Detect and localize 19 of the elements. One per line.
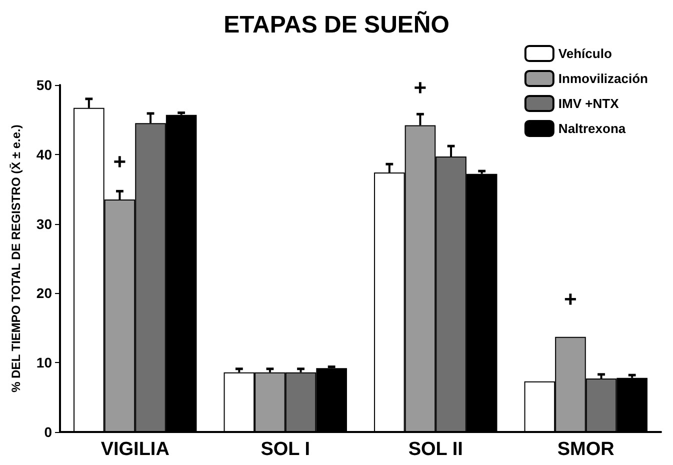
annotation: + xyxy=(113,149,126,174)
y-tick-label: 0 xyxy=(44,424,52,440)
legend-label: Inmovilización xyxy=(558,71,648,86)
legend-label: IMV +NTX xyxy=(558,96,620,111)
x-tick-label: SOL II xyxy=(408,439,463,460)
legend-label: Naltrexona xyxy=(558,121,626,136)
x-tick-label: SMOR xyxy=(557,439,615,460)
y-tick-label: 40 xyxy=(36,146,52,162)
annotation: + xyxy=(414,74,427,100)
legend-label: Vehículo xyxy=(558,46,612,61)
x-tick-label: VIGILIA xyxy=(100,439,170,460)
y-tick-label: 20 xyxy=(36,285,52,302)
y-tick-label: 50 xyxy=(36,77,52,93)
y-axis-title: % DEL TIEMPO TOTAL DE REGISTRO (X̄ ± e.e.) xyxy=(9,124,23,392)
y-tick-label: 10 xyxy=(36,354,52,371)
x-tick-label: SOL I xyxy=(260,439,310,460)
annotation: + xyxy=(564,286,577,312)
y-tick-label: 30 xyxy=(36,216,52,232)
chart-title: ETAPAS DE SUEÑO xyxy=(224,10,450,38)
